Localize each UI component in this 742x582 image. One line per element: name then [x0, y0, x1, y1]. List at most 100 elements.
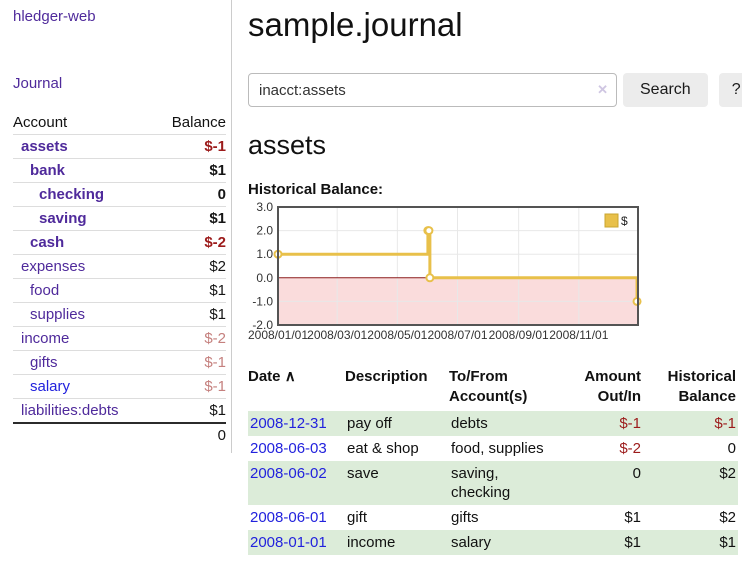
data-point-marker	[424, 226, 434, 236]
x-tick-label: 2008/09/01	[489, 328, 549, 342]
x-tick-label: 2008/01/01	[248, 328, 308, 342]
transaction-accounts: gifts	[451, 509, 479, 526]
legend-swatch	[604, 213, 619, 228]
account-row: cash $-2	[13, 230, 226, 255]
account-link-assets[interactable]: assets	[21, 138, 68, 155]
y-tick-label: 0.0	[256, 271, 273, 285]
account-balance: 0	[153, 182, 226, 207]
account-row: gifts $-1	[13, 350, 226, 375]
transaction-date-link[interactable]: 2008-06-03	[250, 440, 327, 457]
search-form: ✕ Search ?	[248, 73, 742, 107]
transaction-date-link[interactable]: 2008-01-01	[250, 534, 327, 551]
account-balance: $1	[153, 206, 226, 231]
plot-border	[277, 206, 639, 326]
transaction-description: gift	[347, 509, 368, 526]
transaction-amount: $1	[624, 509, 641, 526]
account-row: expenses $2	[13, 254, 226, 279]
transaction-date-cell: 2008-06-02	[248, 461, 345, 505]
transaction-description: save	[347, 465, 379, 482]
clear-search-icon[interactable]: ✕	[597, 82, 608, 97]
hledger-web-app: hledger-web Journal Account Balance asse…	[0, 0, 742, 555]
account-link-food[interactable]: food	[30, 282, 60, 299]
account-row: food $1	[13, 278, 226, 303]
register-header-to-from: To/From Account(s)	[449, 368, 528, 405]
account-balance: $1	[153, 302, 226, 327]
account-row: saving $1	[13, 206, 226, 231]
y-tick-label: 1.0	[256, 247, 273, 261]
account-link-cash[interactable]: cash	[30, 234, 65, 251]
search-help-button[interactable]: ?	[718, 73, 742, 107]
account-balance: $2	[153, 254, 226, 279]
account-link-income[interactable]: income	[21, 330, 70, 347]
account-link-salary[interactable]: salary	[30, 378, 71, 395]
x-tick-label: 2008/05/01	[367, 328, 427, 342]
x-tick-label: 2008/11/01	[549, 328, 608, 342]
transaction-date-link[interactable]: 2008-12-31	[250, 415, 327, 432]
y-tick-label: 2.0	[256, 224, 273, 238]
account-link-bank[interactable]: bank	[30, 162, 66, 179]
account-balance: $-2	[153, 326, 226, 351]
account-balance: $1	[153, 158, 226, 183]
accounts-header-balance: Balance	[171, 114, 226, 131]
transaction-amount: $1	[624, 534, 641, 551]
transaction-accounts: saving, checking	[451, 465, 511, 501]
account-row: liabilities:debts $1	[13, 398, 226, 423]
transaction-date-link[interactable]: 2008-06-02	[250, 465, 327, 482]
register-row: 2008-06-01 gift gifts $1 $2	[248, 505, 738, 530]
register-header-row: Date ∧ Description To/From Account(s) Amount…	[248, 365, 738, 411]
brand-link[interactable]: hledger-web	[13, 8, 96, 25]
transaction-date-cell: 2008-06-03	[248, 436, 345, 461]
x-tick-label: 2008/03/01	[307, 328, 367, 342]
register-header-description: Description	[345, 368, 428, 385]
transaction-date-cell: 2008-01-01	[248, 530, 345, 555]
sidebar-item-journal[interactable]: Journal	[13, 75, 63, 92]
account-row: salary $-1	[13, 374, 226, 399]
account-link-supplies[interactable]: supplies	[30, 306, 86, 323]
y-tick-label: -2.0	[252, 318, 273, 332]
account-balance: $-1	[153, 374, 226, 399]
y-tick-label: -1.0	[252, 294, 273, 308]
x-tick-label: 2008/07/01	[427, 328, 487, 342]
transaction-balance: 0	[727, 440, 736, 457]
transaction-balance: $2	[719, 509, 736, 526]
search-input[interactable]	[248, 73, 617, 107]
search-button[interactable]: Search	[623, 73, 708, 107]
register-row: 2008-01-01 income salary $1 $1	[248, 530, 738, 555]
transaction-accounts: food, supplies	[451, 440, 544, 457]
account-row: assets $-1	[13, 134, 226, 159]
page-title: sample.journal	[248, 6, 463, 43]
register-row: 2008-12-31 pay off debts $-1 $-1	[248, 411, 738, 436]
accounts-total-row: 0	[13, 422, 226, 447]
transaction-description: pay off	[347, 415, 392, 432]
account-link-expenses[interactable]: expenses	[21, 258, 86, 275]
register-header-date[interactable]: Date ∧	[248, 368, 296, 385]
register-row: 2008-06-02 save saving, checking 0 $2	[248, 461, 738, 505]
accounts-header-row: Account Balance	[13, 110, 226, 135]
account-row: checking 0	[13, 182, 226, 207]
main-content: sample.journal ✕ Search ? assets Histori…	[232, 0, 742, 555]
account-link-checking[interactable]: checking	[39, 186, 105, 203]
account-link-saving[interactable]: saving	[39, 210, 87, 227]
transaction-amount: $-1	[619, 415, 641, 432]
account-heading: assets	[248, 130, 327, 160]
register-row: 2008-06-03 eat & shop food, supplies $-2 0	[248, 436, 738, 461]
account-row: supplies $1	[13, 302, 226, 327]
account-balance: $-1	[153, 350, 226, 375]
transaction-amount: 0	[632, 465, 641, 482]
data-point-marker	[425, 273, 435, 283]
transaction-balance: $-1	[714, 415, 736, 432]
account-balance: $1	[153, 398, 226, 423]
account-row: bank $1	[13, 158, 226, 183]
transaction-description: income	[347, 534, 396, 551]
transaction-date-link[interactable]: 2008-06-01	[250, 509, 327, 526]
legend-label: $	[621, 214, 628, 228]
account-link-liabilities-debts[interactable]: liabilities:debts	[21, 402, 119, 419]
transaction-balance: $2	[719, 465, 736, 482]
sidebar: hledger-web Journal Account Balance asse…	[0, 0, 232, 453]
search-input-wrap: ✕	[248, 73, 617, 107]
transaction-description: eat & shop	[347, 440, 419, 457]
historical-balance-chart: $3.0 2.0 1.0 0.0 -1.0 -2.0 2008/01/01 2008/03/0…	[248, 200, 741, 345]
y-tick-label: 3.0	[256, 200, 273, 214]
account-link-gifts[interactable]: gifts	[30, 354, 58, 371]
